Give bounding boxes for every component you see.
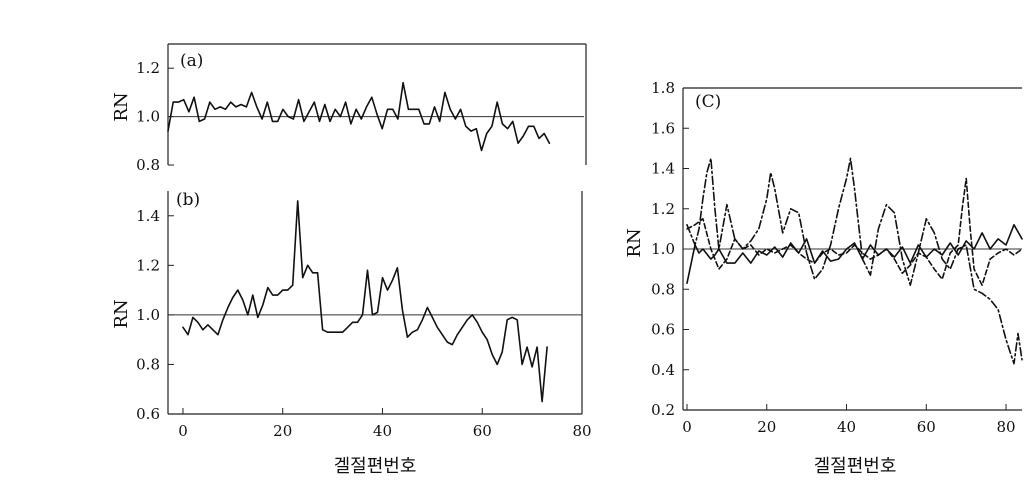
series-line-dashdot xyxy=(686,157,1023,365)
x-tick-label: 20 xyxy=(757,418,776,436)
y-tick-label: 1.4 xyxy=(136,207,160,225)
series-line-dashed xyxy=(686,177,1023,287)
y-tick-label: 1.2 xyxy=(651,200,675,218)
y-tick-label: 0.8 xyxy=(136,355,160,373)
x-tick-label: 20 xyxy=(273,422,292,440)
panel-c-label: (C) xyxy=(695,92,721,112)
panel-c-chart: 1.8 1.6 1.4 1.2 1.0 0.8 0.6 0.4 0.2 0 20 40 60 80 (C)… xyxy=(624,79,1023,477)
y-tick-label: 0.8 xyxy=(651,280,675,298)
series-line-solid xyxy=(167,81,551,152)
x-tick-label: 40 xyxy=(837,418,856,436)
panel-c-x-axis-title: 겔절편번호 xyxy=(814,456,897,477)
panel-b-chart: 1.4 1.2 1.0 0.8 0.6 0 20 40 60 80 (b) RN 겔절편번호 xyxy=(111,190,592,477)
y-tick-label: 1.2 xyxy=(136,59,160,77)
panel-c-y-axis-title: RN xyxy=(624,228,645,257)
y-tick-label: 1.8 xyxy=(651,79,675,97)
panel-a-chart: 1.2 1.0 0.8 (a) RN xyxy=(111,43,587,174)
y-tick-label: 1.2 xyxy=(136,256,160,274)
panel-b-y-axis-title: RN xyxy=(111,299,132,328)
panel-a-label: (a) xyxy=(180,51,203,71)
y-tick-label: 1.0 xyxy=(136,306,160,324)
x-tick-label: 0 xyxy=(682,418,692,436)
y-tick-label: 1.0 xyxy=(651,240,675,258)
panel-b-label: (b) xyxy=(176,190,200,210)
panel-a-y-axis-title: RN xyxy=(111,92,132,121)
x-tick-label: 40 xyxy=(373,422,392,440)
y-tick-label: 0.6 xyxy=(651,321,675,339)
series-line-solid xyxy=(182,200,548,403)
y-tick-label: 0.6 xyxy=(136,405,160,423)
y-tick-label: 0.8 xyxy=(136,156,160,174)
y-tick-label: 0.4 xyxy=(651,361,675,379)
x-tick-label: 0 xyxy=(178,422,188,440)
panel-b-x-axis-title: 겔절편번호 xyxy=(334,456,417,477)
y-tick-label: 1.0 xyxy=(136,108,160,126)
y-tick-label: 1.4 xyxy=(651,160,675,178)
x-tick-label: 60 xyxy=(917,418,936,436)
y-tick-label: 1.6 xyxy=(651,119,675,137)
x-tick-label: 60 xyxy=(473,422,492,440)
y-tick-label: 0.2 xyxy=(651,401,675,419)
x-tick-label: 80 xyxy=(997,418,1016,436)
x-tick-label: 80 xyxy=(572,422,591,440)
